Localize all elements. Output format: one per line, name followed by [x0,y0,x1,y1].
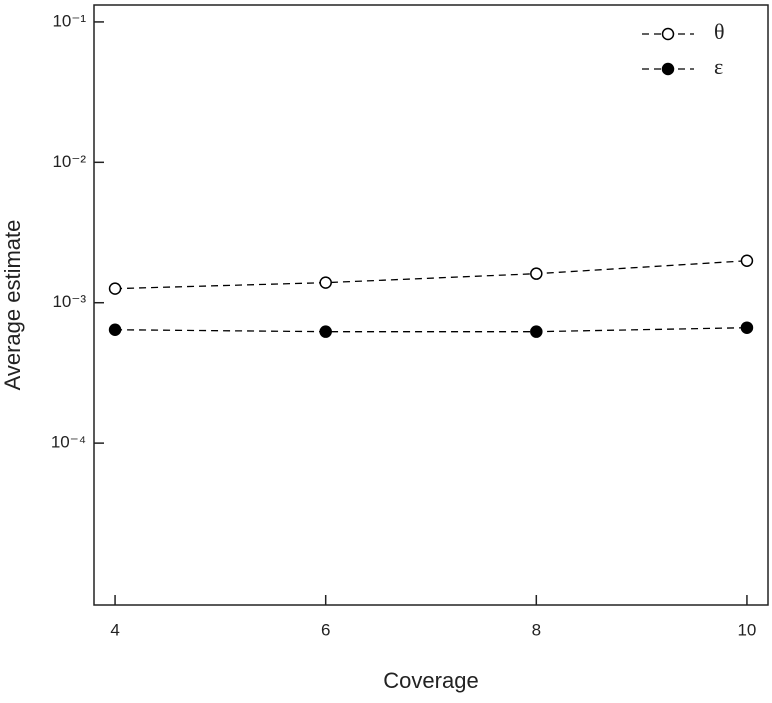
x-tick-label: 10 [737,620,756,639]
y-tick-label: 10⁻² [52,152,86,171]
data-point [108,323,122,336]
legend-label: θ [714,19,725,44]
x-tick-label: 8 [532,620,541,639]
data-point [740,321,754,334]
x-tick-label: 6 [321,620,330,639]
data-point [530,267,543,280]
y-tick-label: 10⁻³ [52,292,86,311]
series-line [115,260,747,290]
legend-label: ε [714,54,723,79]
y-axis-title: Average estimate [0,220,25,391]
plot-frame [93,4,769,606]
data-point [740,254,754,268]
y-tick-label: 10⁻⁴ [51,433,86,452]
x-axis-title: Coverage [383,668,478,693]
data-point [319,276,332,289]
legend-marker [661,27,675,41]
data-point [108,282,122,295]
data-point [319,325,332,338]
legend-marker [661,62,675,76]
data-point [530,325,543,338]
y-tick-label: 10⁻¹ [52,11,86,30]
x-tick-label: 4 [110,620,119,639]
series-line [115,327,747,333]
